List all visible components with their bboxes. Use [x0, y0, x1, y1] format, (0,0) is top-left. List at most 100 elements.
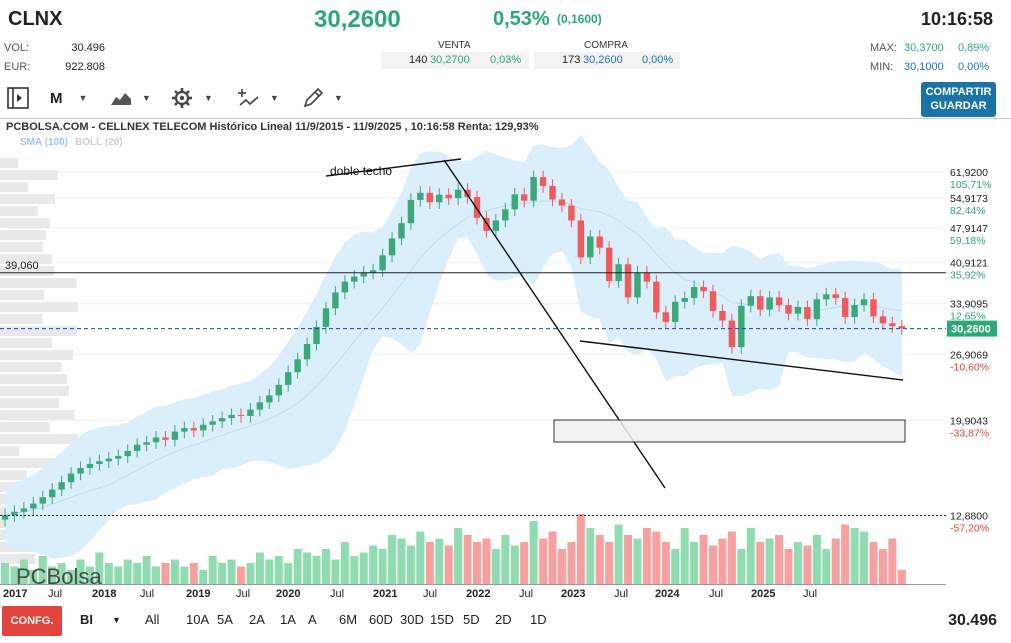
candle-body: [133, 444, 141, 451]
candle-body: [794, 307, 802, 314]
candle-body: [709, 291, 717, 311]
range-15d[interactable]: 15D: [430, 612, 454, 627]
range-all[interactable]: All: [145, 612, 160, 627]
candle-body: [719, 310, 726, 321]
y-tick-label: 19,9043: [950, 415, 988, 427]
volume-bar: [463, 535, 472, 584]
volume-profile-bar: [0, 158, 18, 168]
volume-bar: [170, 559, 179, 584]
candle: [624, 257, 632, 305]
candle: [794, 300, 802, 321]
candle-body: [690, 286, 698, 299]
range-1a[interactable]: 1A: [280, 612, 296, 627]
range-5d[interactable]: 5D: [463, 612, 480, 627]
y-tick-pct: 12,65%: [950, 311, 986, 323]
range-30d[interactable]: 30D: [400, 612, 424, 627]
sma-line: [4, 200, 902, 516]
volume-profile-bar: [0, 290, 44, 300]
candle: [841, 291, 849, 324]
candle-body: [247, 409, 254, 416]
pencil-icon: [303, 87, 324, 108]
indicator-select[interactable]: BI: [80, 612, 93, 627]
reference-line-label: 39,060: [5, 260, 39, 272]
volume-profile-bar: [0, 302, 78, 312]
range-2a[interactable]: 2A: [249, 612, 265, 627]
chevron-down-icon: ▼: [334, 93, 343, 103]
range-6m[interactable]: 6M: [339, 612, 358, 627]
candle: [266, 388, 273, 410]
candle-body: [898, 326, 905, 329]
y-tick-label: 47,9147: [950, 223, 988, 235]
candle: [719, 304, 726, 328]
candle: [256, 395, 264, 417]
share-save-button[interactable]: COMPARTIR GUARDAR: [921, 82, 996, 117]
volume-bar: [388, 535, 397, 584]
candle-body: [275, 384, 282, 396]
buy-price: 30,2600: [583, 54, 623, 66]
min-pct: 0,00%: [958, 61, 990, 73]
candle: [747, 289, 754, 313]
volume-bar: [218, 563, 227, 584]
candle: [247, 403, 254, 423]
y-tick-pct: 105,71%: [950, 179, 991, 191]
config-button[interactable]: CONFG.: [2, 606, 62, 636]
range-10a[interactable]: 10A: [186, 612, 210, 627]
chevron-down-icon[interactable]: ▼: [112, 615, 121, 625]
candle-body: [483, 217, 490, 231]
candle-body: [436, 194, 443, 203]
settings-select[interactable]: ▼: [170, 86, 213, 110]
range-60d[interactable]: 60D: [369, 612, 393, 627]
candle: [558, 193, 566, 213]
candle: [313, 320, 320, 351]
volume-profile-bar: [0, 422, 50, 432]
candle-body: [596, 236, 603, 248]
candle-body: [218, 418, 226, 422]
candle-body: [643, 272, 651, 282]
volume-bar: [878, 549, 887, 584]
candle: [1, 508, 9, 527]
volume-bar: [897, 570, 906, 584]
drawing-tools-select[interactable]: ▼: [302, 86, 343, 110]
candle: [879, 309, 887, 330]
range-1d[interactable]: 1D: [530, 612, 547, 627]
candle: [870, 292, 877, 324]
volume-profile-bar: [0, 374, 68, 384]
volume-bar: [841, 524, 850, 584]
candle: [662, 305, 669, 329]
y-tick-pct: -33,87%: [950, 427, 989, 439]
sell-price: 30,2700: [430, 54, 470, 66]
legend-sma[interactable]: SMA (100): [20, 137, 68, 148]
candle-body: [143, 442, 150, 445]
volume-profile-bar: [0, 410, 75, 420]
x-tick-label: Jul: [330, 588, 344, 600]
x-tick-label: Jul: [140, 588, 154, 600]
period-select[interactable]: M ▼: [50, 86, 87, 110]
candle: [285, 365, 292, 392]
volume-bar: [888, 538, 897, 584]
chart-type-select[interactable]: ▼: [110, 86, 151, 110]
buy-qty: 173: [562, 54, 581, 66]
candle-body: [303, 344, 311, 360]
candle-body: [700, 286, 707, 292]
volume-bar: [161, 563, 170, 584]
legend-boll[interactable]: BOLL (20): [75, 137, 123, 148]
volume-bar: [397, 538, 406, 584]
candle-body: [30, 503, 37, 509]
candle: [766, 290, 773, 317]
candle-body: [398, 223, 405, 239]
volume-bar: [369, 545, 378, 584]
last-volume: 30.496: [948, 612, 997, 629]
candle-body: [369, 270, 377, 273]
volume-bar: [246, 563, 255, 584]
indicators-select[interactable]: ▼: [238, 86, 279, 110]
range-5a[interactable]: 5A: [217, 612, 233, 627]
volume-bar: [48, 566, 57, 584]
candle-body: [747, 296, 754, 306]
sidebar-toggle-button[interactable]: [6, 86, 30, 110]
x-tick-label: Jul: [236, 588, 250, 600]
candle: [58, 475, 65, 497]
range-a[interactable]: A: [308, 612, 317, 627]
range-2d[interactable]: 2D: [495, 612, 512, 627]
x-tick-label: 2023: [561, 588, 585, 600]
